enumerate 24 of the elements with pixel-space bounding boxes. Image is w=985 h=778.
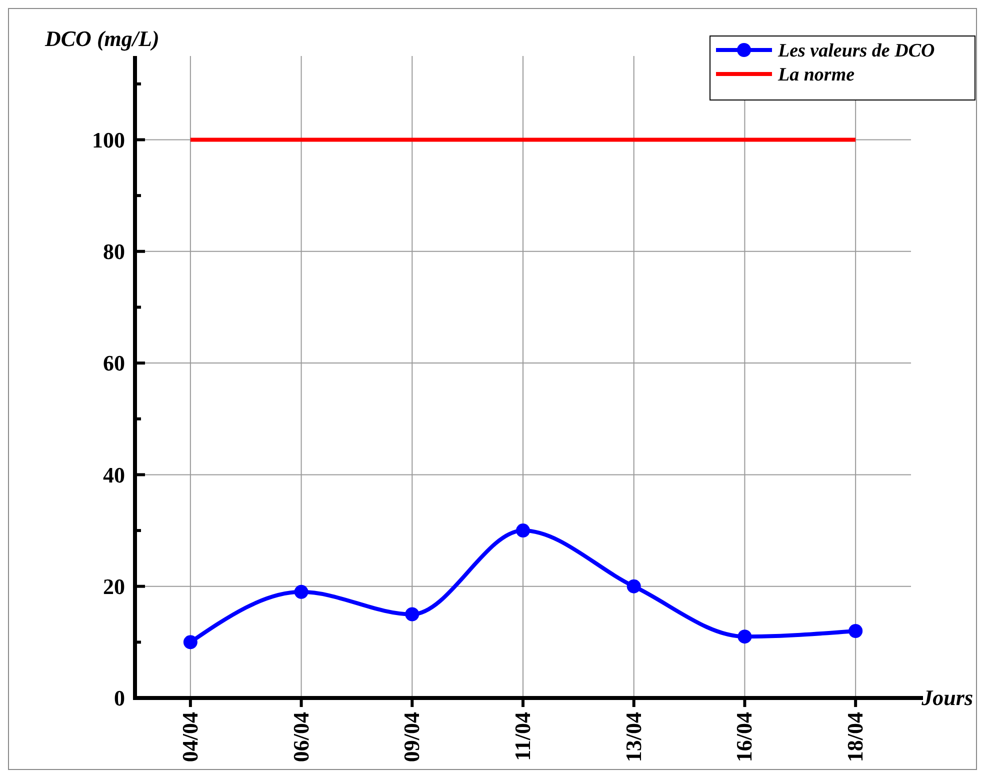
x-axis-title: Jours (920, 685, 973, 710)
legend-label: La norme (777, 64, 856, 86)
point (294, 584, 308, 599)
y-tick-label: 80 (103, 239, 125, 264)
point (626, 579, 641, 594)
x-tick-label: 18/04 (842, 712, 868, 762)
x-tick-label: 09/04 (399, 712, 424, 762)
y-axis-title: DCO (mg/L) (44, 26, 160, 51)
x-tick-label: 04/04 (177, 712, 202, 762)
x-tick-label: 13/04 (620, 712, 646, 762)
x-tick-label: 06/04 (288, 712, 314, 762)
y-tick-label: 20 (103, 574, 125, 600)
legend-label: Les valeurs de DCO (777, 40, 936, 62)
point (405, 607, 420, 622)
y-tick-label: 0 (114, 686, 125, 711)
y-tick-label: 40 (103, 462, 125, 488)
y-tick-label: 100 (92, 127, 125, 152)
y-tick-label: 60 (103, 350, 125, 376)
point (848, 624, 863, 638)
point (738, 630, 752, 644)
x-tick-label: 11/04 (510, 712, 535, 761)
x-tick-label: 16/04 (732, 712, 757, 762)
point (516, 524, 530, 538)
point (183, 635, 198, 650)
